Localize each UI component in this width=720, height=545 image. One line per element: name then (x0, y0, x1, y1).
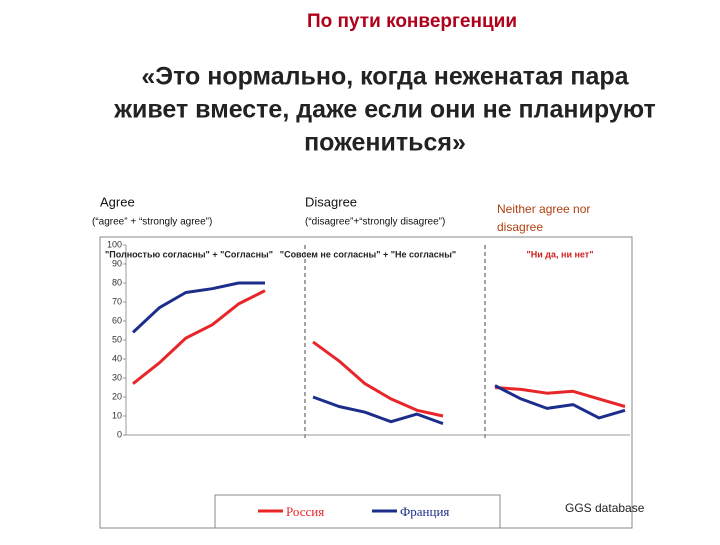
panel-heading: Disagree (305, 194, 357, 209)
quote-line: пожениться» (304, 129, 466, 157)
y-tick-label: 80 (112, 277, 122, 287)
slide-title: По пути конвергенции (307, 11, 517, 32)
y-tick-label: 20 (112, 391, 122, 401)
y-tick-label: 50 (112, 334, 122, 344)
y-tick-label: 90 (112, 258, 122, 268)
y-tick-label: 10 (112, 410, 122, 420)
series-line (132, 289, 266, 385)
y-tick-label: 40 (112, 353, 122, 363)
series-line (494, 384, 626, 420)
panel-inner-label: "Ни да, ни нет" (527, 249, 594, 259)
series-line (312, 395, 444, 426)
panel-heading: Neither agree nor disagree (497, 202, 590, 234)
panel-subheading: (“agree” + “strongly agree”) (92, 217, 212, 228)
y-tick-label: 60 (112, 315, 122, 325)
panel-inner-label: "Полностью согласны" + "Согласны" (105, 249, 273, 259)
panel-subheading: (“disagree”+“strongly disagree”) (305, 217, 445, 228)
source: GGS database (565, 501, 645, 515)
panel-inner-label: "Совсем не согласны" + "Не согласны" (280, 249, 456, 259)
series-line (312, 340, 444, 418)
series-line (131, 281, 265, 334)
legend-box (214, 494, 501, 529)
legend-label: Россия (286, 504, 324, 519)
y-tick-label: 100 (107, 239, 122, 249)
y-tick-label: 30 (112, 372, 122, 382)
legend-label: Франция (400, 504, 449, 519)
chart-frame (99, 236, 633, 529)
quote-line: живет вместе, даже если они не планируют (113, 96, 655, 124)
quote-line: «Это нормально, когда неженатая пара (141, 63, 629, 91)
series-line (494, 386, 626, 408)
y-tick-label: 0 (117, 429, 122, 439)
y-tick-label: 70 (112, 296, 122, 306)
panel-heading: Agree (100, 194, 135, 209)
